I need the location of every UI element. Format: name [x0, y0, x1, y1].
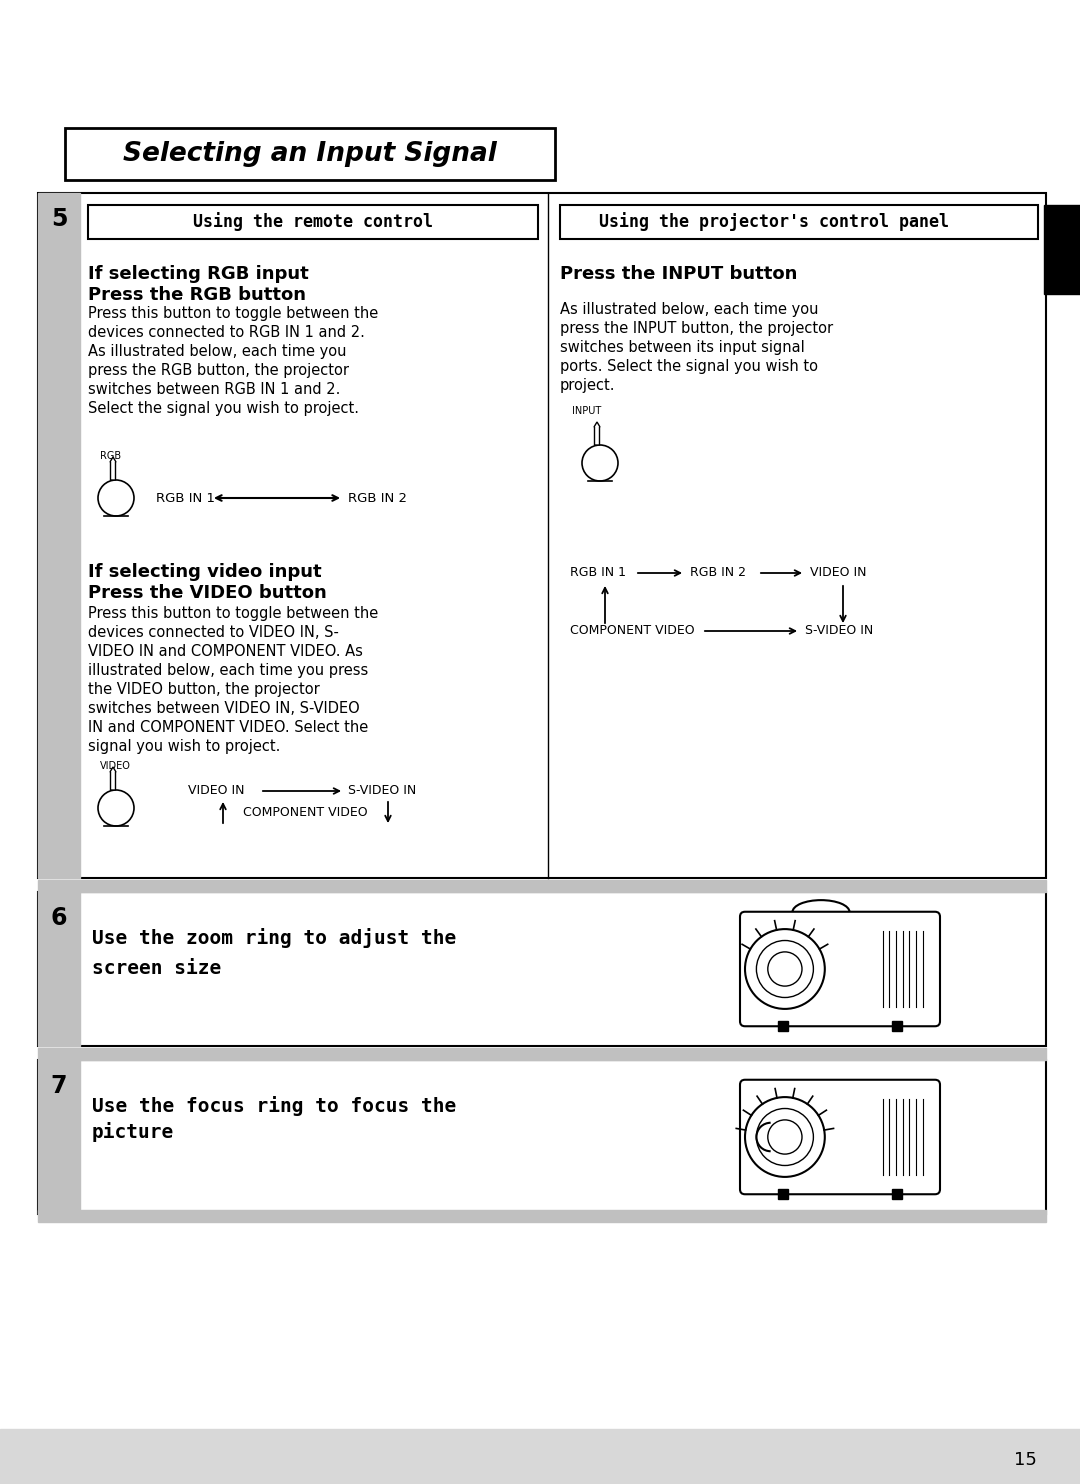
- Text: COMPONENT VIDEO: COMPONENT VIDEO: [243, 806, 367, 819]
- Bar: [561, 205, 1038, 239]
- Text: the VIDEO button, the projector: the VIDEO button, the projector: [87, 683, 320, 697]
- Bar: [38, 193, 1047, 879]
- Text: RGB IN 2: RGB IN 2: [690, 567, 746, 579]
- Text: As illustrated below, each time you: As illustrated below, each time you: [87, 344, 347, 359]
- Text: Select the signal you wish to project.: Select the signal you wish to project.: [87, 401, 359, 416]
- Text: devices connected to RGB IN 1 and 2.: devices connected to RGB IN 1 and 2.: [87, 325, 365, 340]
- Text: Use the focus ring to focus the: Use the focus ring to focus the: [92, 1097, 456, 1116]
- FancyArrow shape: [110, 457, 116, 479]
- Text: devices connected to VIDEO IN, S-: devices connected to VIDEO IN, S-: [87, 625, 339, 640]
- Text: RGB IN 1: RGB IN 1: [570, 567, 626, 579]
- Text: S-VIDEO IN: S-VIDEO IN: [348, 785, 416, 797]
- Text: If selecting RGB input: If selecting RGB input: [87, 266, 309, 283]
- Text: switches between RGB IN 1 and 2.: switches between RGB IN 1 and 2.: [87, 381, 340, 398]
- Bar: [38, 1060, 80, 1214]
- Bar: [38, 880, 1047, 892]
- FancyBboxPatch shape: [740, 911, 940, 1027]
- Text: switches between its input signal: switches between its input signal: [561, 340, 805, 355]
- FancyBboxPatch shape: [740, 1080, 940, 1195]
- Bar: [38, 892, 80, 1046]
- Text: Press the VIDEO button: Press the VIDEO button: [87, 585, 327, 603]
- Text: Using the remote control: Using the remote control: [193, 212, 433, 232]
- Text: VIDEO: VIDEO: [100, 761, 131, 772]
- Text: Using the projector's control panel: Using the projector's control panel: [599, 212, 949, 232]
- Bar: [779, 1021, 787, 1031]
- Text: Press the RGB button: Press the RGB button: [87, 286, 306, 304]
- Bar: [892, 1189, 902, 1199]
- Text: illustrated below, each time you press: illustrated below, each time you press: [87, 663, 368, 678]
- Text: RGB IN 2: RGB IN 2: [348, 491, 407, 505]
- FancyArrow shape: [594, 421, 600, 445]
- Text: IN and COMPONENT VIDEO. Select the: IN and COMPONENT VIDEO. Select the: [87, 720, 368, 735]
- Bar: [65, 128, 555, 180]
- Text: RGB IN 1: RGB IN 1: [156, 491, 215, 505]
- Text: press the INPUT button, the projector: press the INPUT button, the projector: [561, 321, 833, 335]
- Text: project.: project.: [561, 378, 616, 393]
- Text: Press the INPUT button: Press the INPUT button: [561, 266, 797, 283]
- Bar: [1044, 205, 1080, 294]
- Bar: [87, 205, 538, 239]
- Text: RGB: RGB: [100, 451, 121, 462]
- Text: ports. Select the signal you wish to: ports. Select the signal you wish to: [561, 359, 818, 374]
- Bar: [38, 1209, 1047, 1221]
- Text: Selecting an Input Signal: Selecting an Input Signal: [123, 141, 497, 168]
- Text: Press this button to toggle between the: Press this button to toggle between the: [87, 605, 378, 620]
- Text: signal you wish to project.: signal you wish to project.: [87, 739, 281, 754]
- Text: VIDEO IN: VIDEO IN: [810, 567, 866, 579]
- Bar: [38, 1060, 1047, 1214]
- Text: 5: 5: [51, 206, 67, 232]
- Text: picture: picture: [92, 1122, 174, 1143]
- Text: VIDEO IN and COMPONENT VIDEO. As: VIDEO IN and COMPONENT VIDEO. As: [87, 644, 363, 659]
- Bar: [0, 1429, 1080, 1484]
- Text: press the RGB button, the projector: press the RGB button, the projector: [87, 364, 349, 378]
- Text: Press this button to toggle between the: Press this button to toggle between the: [87, 306, 378, 321]
- Text: COMPONENT VIDEO: COMPONENT VIDEO: [570, 625, 694, 638]
- Bar: [779, 1189, 787, 1199]
- Text: Use the zoom ring to adjust the: Use the zoom ring to adjust the: [92, 928, 456, 948]
- Bar: [892, 1021, 902, 1031]
- Text: VIDEO IN: VIDEO IN: [188, 785, 244, 797]
- Text: 7: 7: [51, 1074, 67, 1098]
- Text: As illustrated below, each time you: As illustrated below, each time you: [561, 303, 819, 318]
- Text: switches between VIDEO IN, S-VIDEO: switches between VIDEO IN, S-VIDEO: [87, 700, 360, 715]
- Text: If selecting video input: If selecting video input: [87, 562, 322, 582]
- Text: 15: 15: [1013, 1451, 1037, 1469]
- Text: screen size: screen size: [92, 959, 221, 978]
- Bar: [38, 193, 80, 879]
- Text: INPUT: INPUT: [572, 407, 602, 416]
- Text: 6: 6: [51, 907, 67, 930]
- FancyArrow shape: [110, 767, 116, 789]
- Bar: [38, 892, 1047, 1046]
- Text: S-VIDEO IN: S-VIDEO IN: [805, 625, 874, 638]
- Bar: [38, 1048, 1047, 1060]
